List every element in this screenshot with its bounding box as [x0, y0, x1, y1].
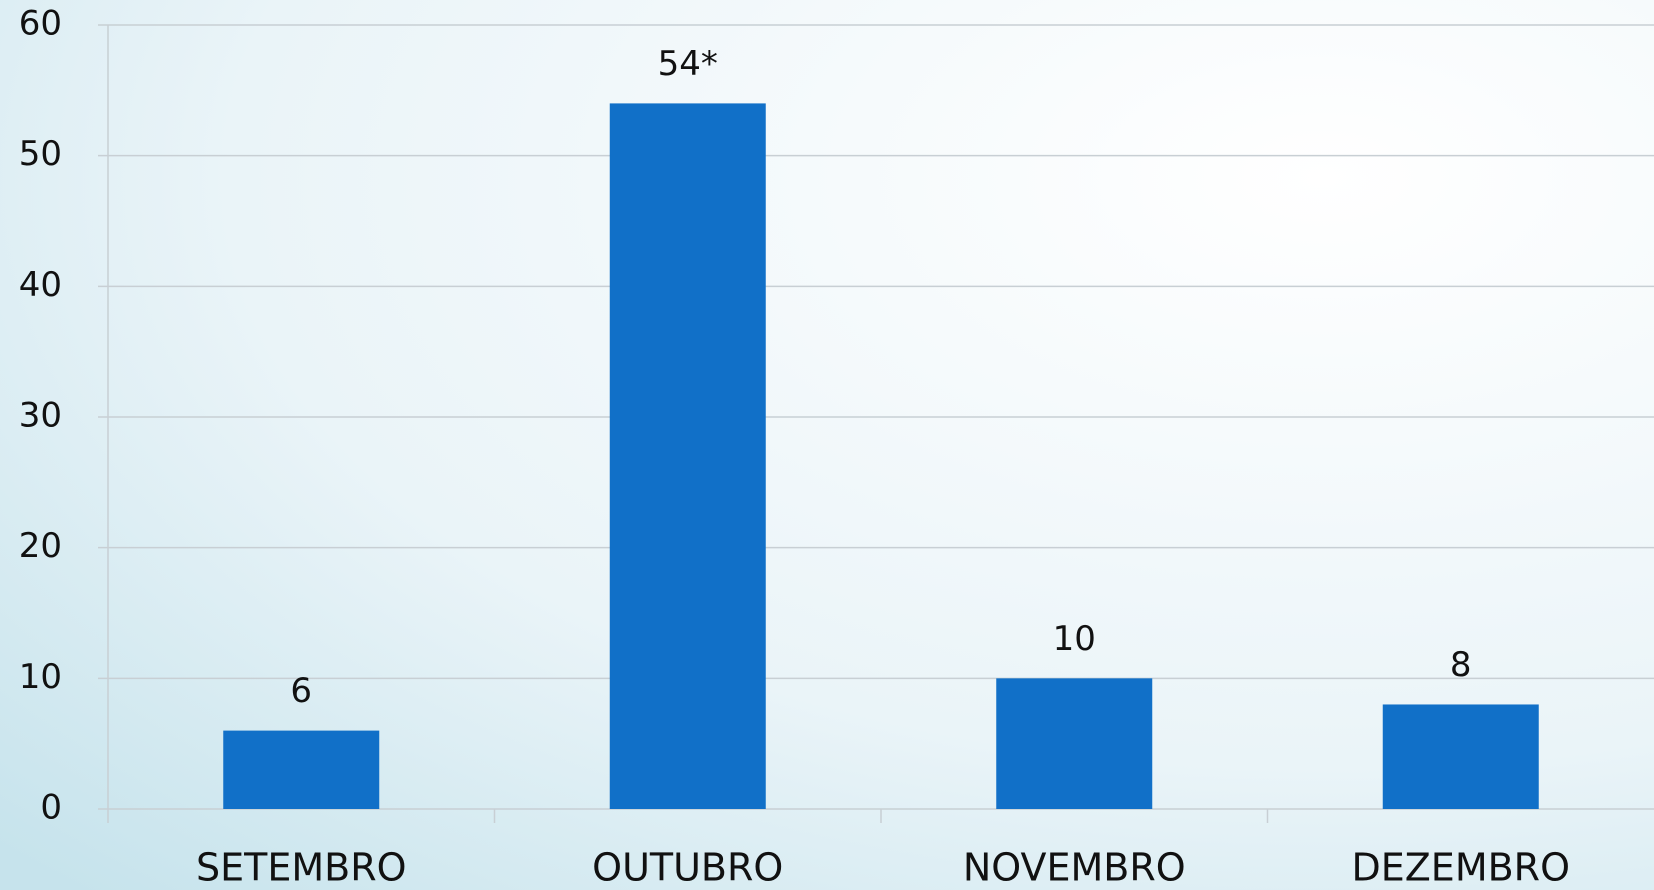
data-label: 6: [290, 671, 312, 711]
data-label: 10: [1053, 619, 1096, 659]
x-tick-label: OUTUBRO: [592, 846, 783, 890]
x-tick-label: DEZEMBRO: [1352, 846, 1570, 890]
y-tick-label: 60: [19, 4, 62, 44]
x-tick-label: SETEMBRO: [196, 846, 407, 890]
bar: [1382, 704, 1539, 809]
bar: [996, 678, 1153, 809]
y-tick-label: 10: [19, 657, 62, 697]
bar: [609, 103, 766, 809]
y-tick-label: 30: [19, 396, 62, 436]
data-label: 8: [1450, 645, 1472, 685]
bar: [223, 730, 380, 809]
y-tick-label: 40: [19, 265, 62, 305]
data-label: 54*: [658, 44, 718, 84]
x-tick-label: NOVEMBRO: [963, 846, 1186, 890]
y-tick-label: 0: [40, 788, 62, 828]
y-tick-label: 50: [19, 134, 62, 174]
y-tick-label: 20: [19, 526, 62, 566]
